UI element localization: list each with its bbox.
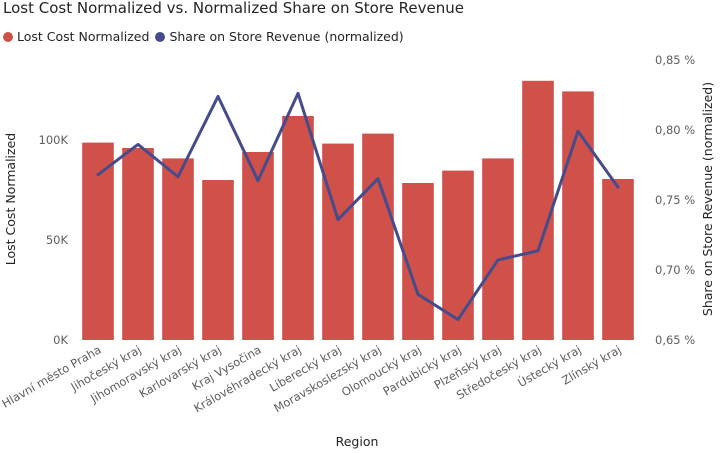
bar-1[interactable] (122, 148, 154, 340)
bar-7[interactable] (362, 133, 394, 340)
bar-10[interactable] (482, 158, 514, 340)
legend-item-lost-cost[interactable]: Lost Cost Normalized (3, 29, 149, 44)
bar-3[interactable] (202, 180, 234, 340)
y2-tick-label: 0,85 % (655, 53, 695, 67)
y-tick-label: 0K (53, 333, 68, 347)
legend-swatch-share (155, 31, 166, 42)
y2-tick-label: 0,70 % (655, 263, 695, 277)
bar-0[interactable] (82, 142, 114, 340)
y2-tick-label: 0,65 % (655, 333, 695, 347)
y-tick-label: 50K (46, 233, 69, 247)
y2-tick-label: 0,80 % (655, 123, 695, 137)
legend-label-lost-cost: Lost Cost Normalized (17, 29, 150, 44)
x-axis-title: Region (336, 434, 379, 449)
bar-2[interactable] (162, 158, 194, 340)
bar-11[interactable] (522, 80, 554, 341)
bar-5[interactable] (282, 116, 314, 340)
legend-swatch-lost-cost (3, 31, 13, 42)
y-tick-label: 100K (39, 133, 69, 147)
right-axis-ticks: 0,65 % 0,70 % 0,75 % 0,80 % 0,85 % (655, 53, 695, 347)
line-series-share (96, 91, 620, 322)
bar-9[interactable] (442, 170, 474, 340)
bar-12[interactable] (562, 91, 594, 341)
share-line (96, 91, 620, 322)
bar-13[interactable] (602, 179, 634, 340)
chart-legend: Lost Cost Normalized Share on Store Reve… (3, 29, 410, 44)
chart-title: Lost Cost Normalized vs. Normalized Shar… (3, 0, 464, 17)
bar-4[interactable] (242, 152, 274, 340)
y2-tick-label: 0,75 % (655, 193, 695, 207)
left-axis-ticks: 0K 50K 100K (39, 133, 69, 347)
y-axis-title: Lost Cost Normalized (3, 133, 18, 265)
bar-6[interactable] (322, 143, 354, 340)
bar-series-lost-cost (82, 80, 634, 341)
legend-label-share: Share on Store Revenue (normalized) (169, 29, 404, 44)
y2-axis-title: Share on Store Revenue (normalized) (700, 82, 715, 316)
legend-item-share[interactable]: Share on Store Revenue (normalized) (155, 29, 404, 44)
